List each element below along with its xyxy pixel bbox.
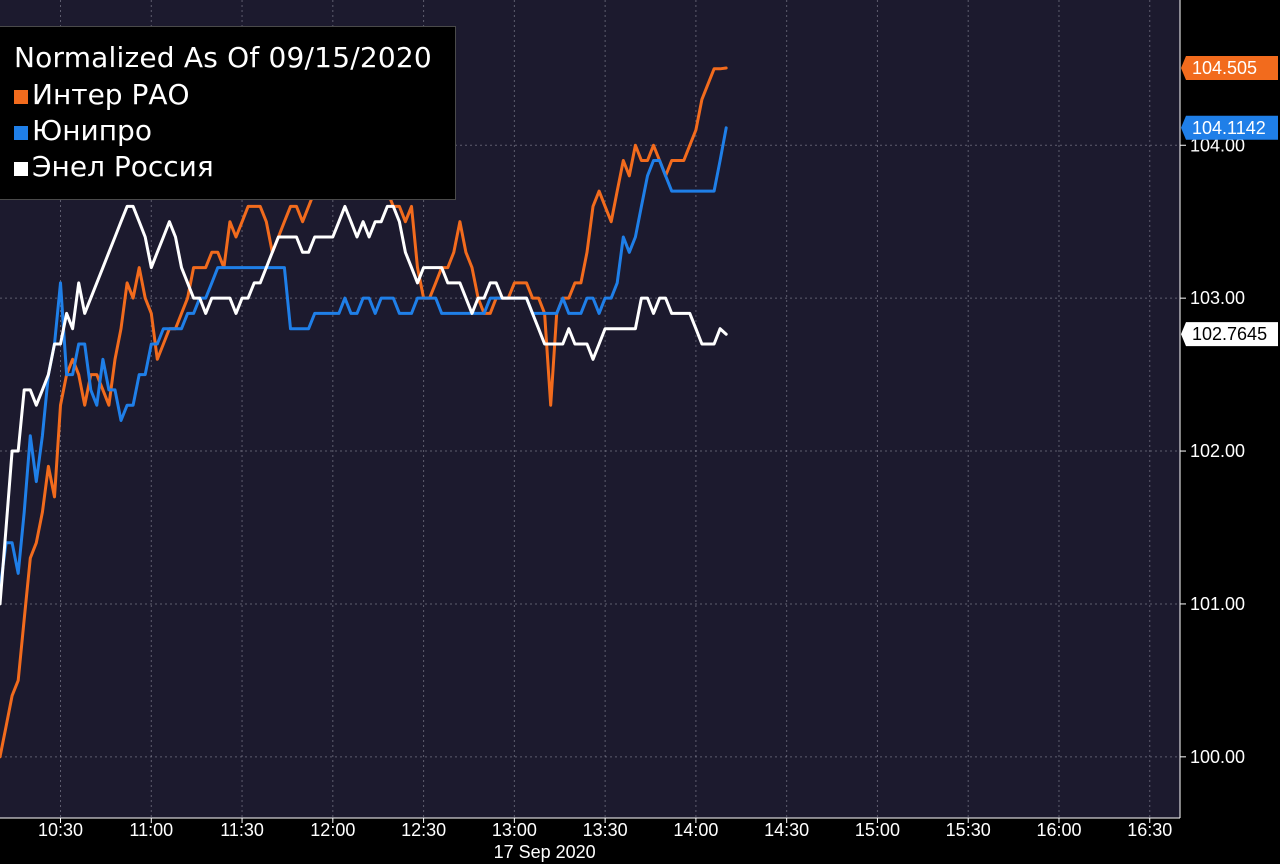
series-line-2	[0, 204, 728, 606]
legend-item-inter-rao: Интер РАО	[14, 77, 190, 111]
legend-swatch-enel-russia	[14, 162, 28, 176]
x-tick-label: 12:00	[310, 820, 355, 840]
last-value-tag-0	[1181, 56, 1278, 81]
x-tick-label: 12:30	[401, 820, 446, 840]
last-value-tag-2	[1181, 322, 1278, 347]
x-tick-label: 15:00	[855, 820, 900, 840]
legend-item-unipro: Юнипро	[14, 113, 152, 147]
chart-title: Normalized As Of 09/15/2020	[14, 41, 432, 74]
last-value-label-1: 104.1142	[1192, 118, 1266, 138]
legend: Normalized As Of 09/15/2020 Интер РАО Юн…	[0, 26, 456, 200]
legend-swatch-inter-rao	[14, 90, 28, 104]
legend-label-inter-rao: Интер РАО	[32, 77, 190, 111]
x-tick-label: 16:30	[1127, 820, 1172, 840]
x-date-label: 17 Sep 2020	[494, 842, 596, 862]
y-tick-label: 103.00	[1190, 288, 1245, 308]
x-tick-label: 14:30	[764, 820, 809, 840]
y-tick-label: 104.00	[1190, 135, 1245, 155]
x-tick-label: 13:00	[492, 820, 537, 840]
legend-swatch-unipro	[14, 126, 28, 140]
last-value-label-0: 104.505	[1192, 58, 1257, 78]
x-tick-label: 11:30	[220, 820, 264, 840]
x-tick-label: 15:30	[946, 820, 991, 840]
y-tick-label: 100.00	[1190, 747, 1245, 767]
legend-item-enel-russia: Энел Россия	[14, 149, 214, 183]
x-tick-label: 13:30	[583, 820, 628, 840]
x-tick-label: 11:00	[129, 820, 173, 840]
last-value-tag-1	[1181, 115, 1278, 140]
x-tick-label: 10:30	[38, 820, 83, 840]
y-tick-label: 102.00	[1190, 441, 1245, 461]
x-tick-label: 14:00	[673, 820, 718, 840]
series-line-1	[0, 126, 728, 591]
y-tick-label: 101.00	[1190, 594, 1245, 614]
legend-label-enel-russia: Энел Россия	[32, 149, 214, 183]
last-value-label-2: 102.7645	[1192, 324, 1267, 344]
legend-label-unipro: Юнипро	[32, 113, 152, 147]
x-tick-label: 16:00	[1036, 820, 1081, 840]
